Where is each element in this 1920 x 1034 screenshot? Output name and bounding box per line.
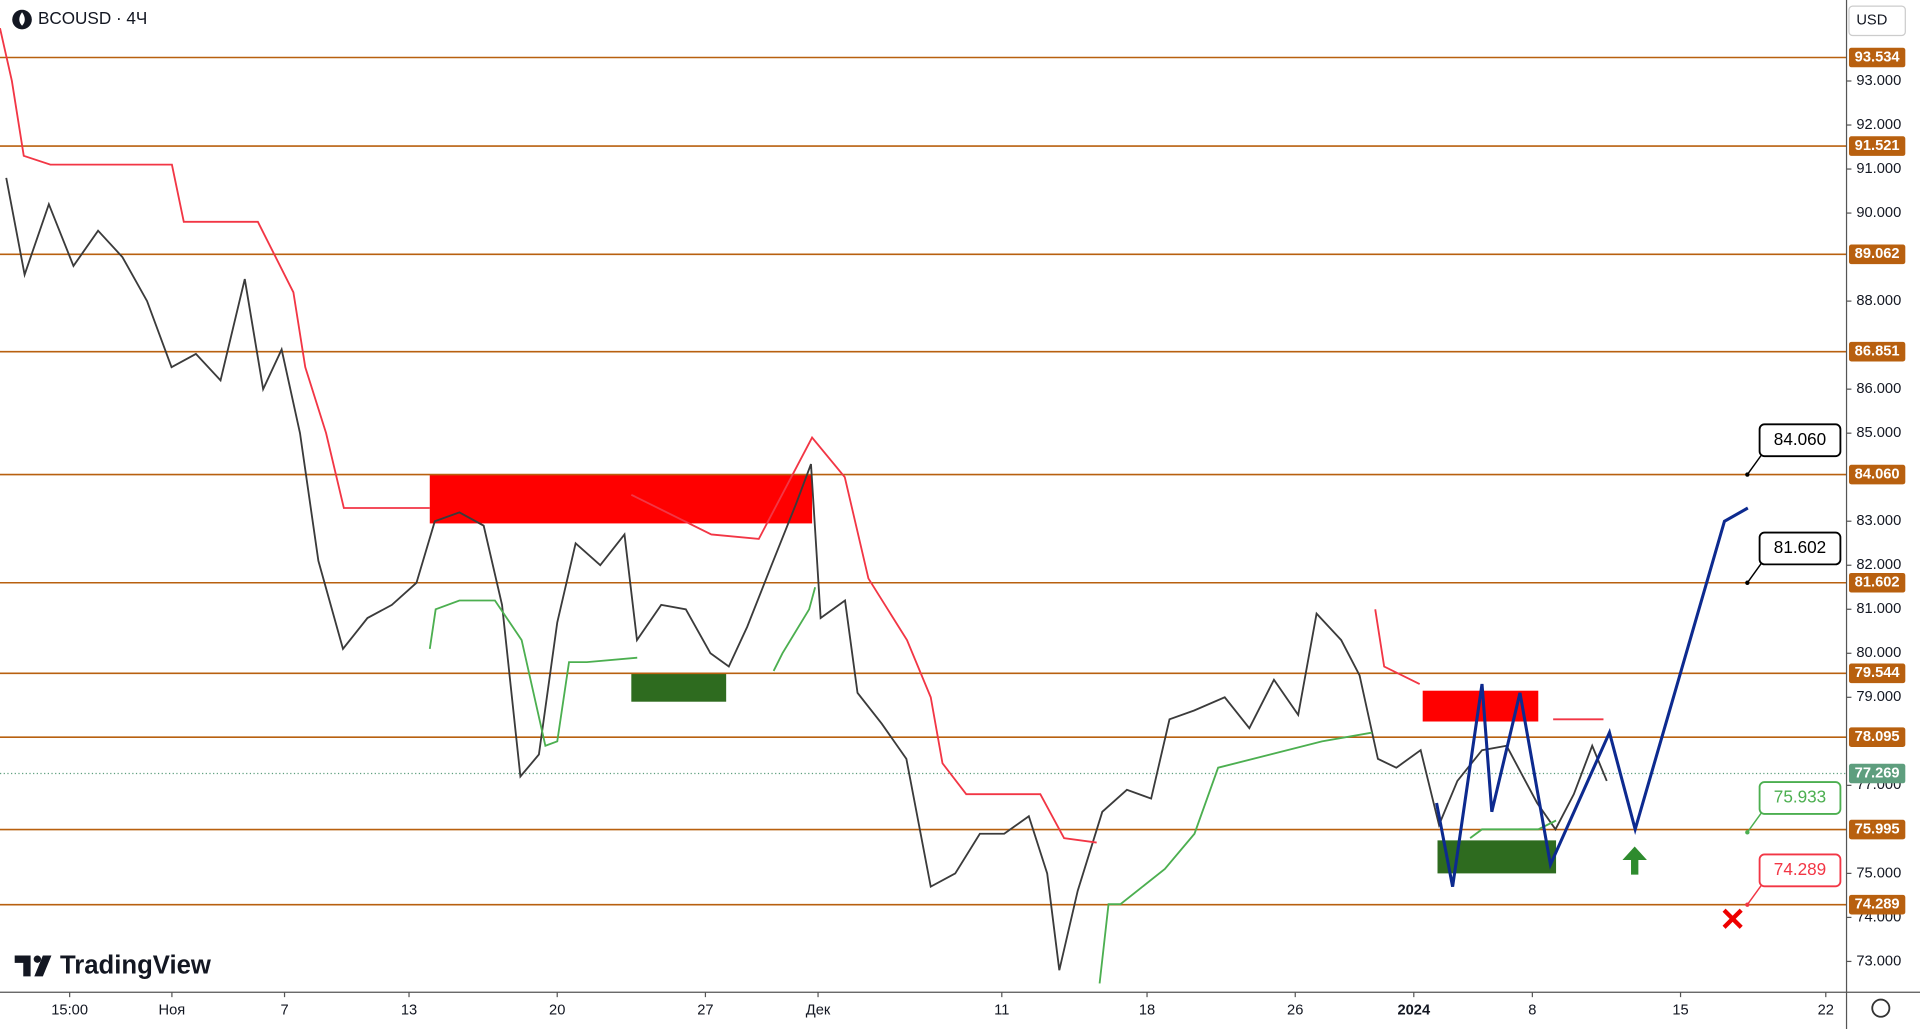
zone: [631, 673, 727, 702]
level-price-label: 75.995: [1855, 821, 1900, 837]
currency-button[interactable]: [1848, 5, 1906, 37]
x-tick-label: 2024: [1397, 1002, 1430, 1018]
callout-label: 74.289: [1774, 859, 1826, 879]
series-line: [5, 177, 1608, 971]
callout-label: 84.060: [1774, 429, 1826, 449]
callout-box: [1758, 781, 1842, 815]
x-tick-label: 27: [697, 1002, 713, 1018]
callout-anchor: [1745, 580, 1750, 585]
callout-anchor: [1745, 902, 1750, 907]
y-tick-label: 81.000: [1856, 601, 1901, 617]
level-price-label: 93.534: [1855, 49, 1901, 65]
series-line: [1435, 506, 1749, 887]
brand-icon-dot: [33, 955, 42, 963]
level-price-label: 74.289: [1855, 897, 1900, 913]
x-tick-label: 11: [994, 1002, 1009, 1018]
y-tick-label: 75.000: [1856, 865, 1901, 881]
series-line: [428, 587, 1557, 984]
x-tick-label: 15: [1672, 1002, 1688, 1018]
x-tick-label: 20: [549, 1002, 565, 1018]
level-price-tag: [1848, 136, 1906, 156]
callout-box: [1758, 531, 1842, 566]
callout: 84.060: [1745, 423, 1842, 477]
y-tick-label: 83.000: [1856, 513, 1901, 529]
callout: 81.602: [1745, 531, 1842, 585]
y-tick-label: 92.000: [1856, 117, 1901, 133]
x-tick-label: 7: [280, 1002, 288, 1018]
x-tick-label: Ноя: [159, 1002, 186, 1018]
y-tick-label: 85.000: [1856, 425, 1901, 441]
symbol-icon-drop: [19, 12, 25, 26]
level-price-label: 79.544: [1855, 665, 1901, 681]
y-tick-label: 73.000: [1856, 953, 1901, 969]
x-tick-label: 26: [1287, 1002, 1303, 1018]
x-tick-label: Дек: [806, 1002, 831, 1018]
x-tick-label: 13: [401, 1002, 417, 1018]
x-tick-label: 15:00: [51, 1002, 88, 1018]
callout-pointer: [1746, 809, 1764, 833]
last-price-label: 77.269: [1855, 765, 1900, 781]
level-price-tag: [1848, 464, 1906, 485]
brand-name: TradingView: [60, 951, 212, 979]
brand-icon: [14, 955, 52, 977]
level-price-label: 86.851: [1855, 344, 1900, 360]
callout-pointer: [1746, 560, 1764, 584]
callout-label: 75.933: [1774, 787, 1826, 807]
y-tick-label: 91.000: [1856, 161, 1901, 177]
y-tick-label: 86.000: [1856, 381, 1901, 397]
last-price-tag: [1848, 763, 1906, 784]
callout-pointer: [1746, 452, 1764, 475]
callout: 75.933: [1745, 781, 1842, 835]
currency-label: USD: [1856, 13, 1887, 29]
y-tick-label: 90.000: [1856, 205, 1901, 221]
y-tick-label: 80.000: [1856, 645, 1901, 661]
callout-anchor: [1745, 472, 1750, 477]
y-tick-label: 82.000: [1856, 557, 1901, 573]
y-tick-label: 79.000: [1856, 689, 1901, 705]
brand-logo: TradingView: [14, 951, 212, 979]
stop-cross-icon: [1722, 908, 1743, 929]
level-price-label: 89.062: [1855, 246, 1900, 262]
level-price-tag: [1848, 663, 1906, 684]
level-price-tag: [1848, 341, 1906, 362]
level-price-tag: [1848, 894, 1906, 915]
x-tick-label: 22: [1818, 1002, 1834, 1018]
x-tick-label: 18: [1139, 1002, 1155, 1018]
level-price-tag: [1848, 572, 1906, 593]
level-price-tag: [1848, 819, 1906, 840]
level-price-label: 78.095: [1855, 729, 1900, 745]
series-line: [0, 27, 1604, 844]
level-price-label: 84.060: [1855, 466, 1900, 482]
level-price-tag: [1848, 47, 1906, 68]
callout-anchor: [1745, 830, 1750, 835]
level-price-label: 91.521: [1855, 138, 1900, 154]
up-arrow-icon: [1622, 846, 1647, 875]
callout-pointer: [1746, 882, 1764, 906]
zone: [429, 474, 813, 524]
symbol-title: BCOUSD · 4Ч: [38, 8, 147, 28]
settings-button[interactable]: [1871, 998, 1891, 1018]
y-tick-label: 88.000: [1856, 293, 1901, 309]
level-price-tag: [1848, 244, 1906, 265]
level-price-tag: [1848, 727, 1906, 747]
callout-label: 81.602: [1774, 537, 1826, 557]
plot-area: [0, 27, 1847, 984]
y-tick-label: 93.000: [1856, 73, 1901, 89]
callout: 74.289: [1745, 853, 1842, 907]
callout-box: [1758, 423, 1842, 458]
level-price-label: 81.602: [1855, 575, 1900, 591]
x-tick-label: 8: [1528, 1002, 1536, 1018]
callout-box: [1758, 853, 1842, 888]
